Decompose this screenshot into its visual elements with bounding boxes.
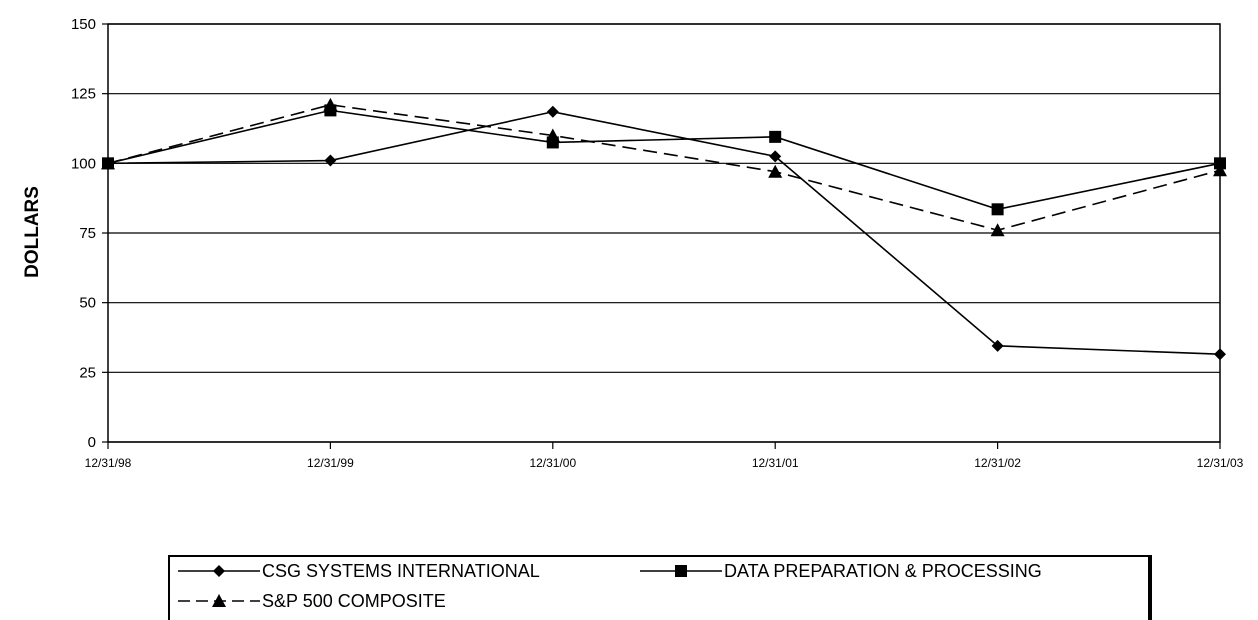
data-point-diamond	[769, 150, 782, 163]
data-point-square	[991, 203, 1004, 216]
x-tick-label: 12/31/02	[974, 456, 1021, 470]
line-chart: 0 25 50 75 100 125 150 12/31/98 12/31/99 12/31/0…	[22, 16, 1244, 470]
y-tick-label: 0	[88, 434, 96, 451]
diamond-marker-icon	[178, 565, 260, 577]
legend-label: CSG SYSTEMS INTERNATIONAL	[262, 560, 540, 581]
y-tick-label: 25	[79, 364, 96, 381]
x-tick-label: 12/31/99	[307, 456, 354, 470]
data-point-triangle	[323, 97, 338, 111]
gridlines	[107, 23, 1221, 443]
data-point-diamond	[546, 105, 559, 118]
legend-item-data-prep: DATA PREPARATION & PROCESSING	[638, 560, 1042, 582]
series-group	[101, 97, 1227, 361]
data-point-diamond	[991, 339, 1004, 352]
data-point-diamond	[324, 154, 337, 167]
data-point-triangle	[768, 164, 783, 178]
triangle-marker-icon	[178, 594, 260, 607]
data-point-triangle	[1213, 163, 1227, 177]
legend-label: S&P 500 COMPOSITE	[262, 590, 446, 611]
y-axis-label: DOLLARS	[22, 186, 43, 278]
x-tick-label: 12/31/98	[85, 456, 132, 470]
y-tick-label: 100	[71, 155, 96, 172]
legend-item-csg: CSG SYSTEMS INTERNATIONAL	[176, 560, 540, 582]
x-tick-label: 12/31/01	[752, 456, 799, 470]
legend-item-sp500: S&P 500 COMPOSITE	[176, 590, 446, 612]
series-2	[101, 97, 1227, 237]
data-point-square	[769, 130, 782, 143]
y-tick-label: 125	[71, 86, 96, 103]
legend: CSG SYSTEMS INTERNATIONAL DATA PREPARATI…	[168, 555, 1152, 620]
series-line	[107, 103, 1221, 232]
series-line	[107, 110, 1221, 356]
data-point-triangle	[990, 223, 1005, 237]
legend-label: DATA PREPARATION & PROCESSING	[724, 560, 1042, 581]
square-marker-icon	[640, 565, 722, 577]
y-tick-labels: 0 25 50 75 100 125 150	[71, 16, 96, 451]
axes	[102, 23, 1221, 449]
x-tick-label: 12/31/03	[1197, 456, 1244, 470]
series-line	[107, 109, 1221, 211]
y-tick-label: 75	[79, 225, 96, 242]
x-tick-label: 12/31/00	[529, 456, 576, 470]
data-point-triangle	[101, 156, 115, 170]
data-point-triangle	[545, 128, 560, 142]
data-point-diamond	[1214, 348, 1226, 361]
y-tick-label: 150	[71, 16, 96, 33]
x-tick-labels: 12/31/98 12/31/99 12/31/00 12/31/01 12/31/02…	[85, 456, 1244, 470]
y-tick-label: 50	[79, 295, 96, 312]
